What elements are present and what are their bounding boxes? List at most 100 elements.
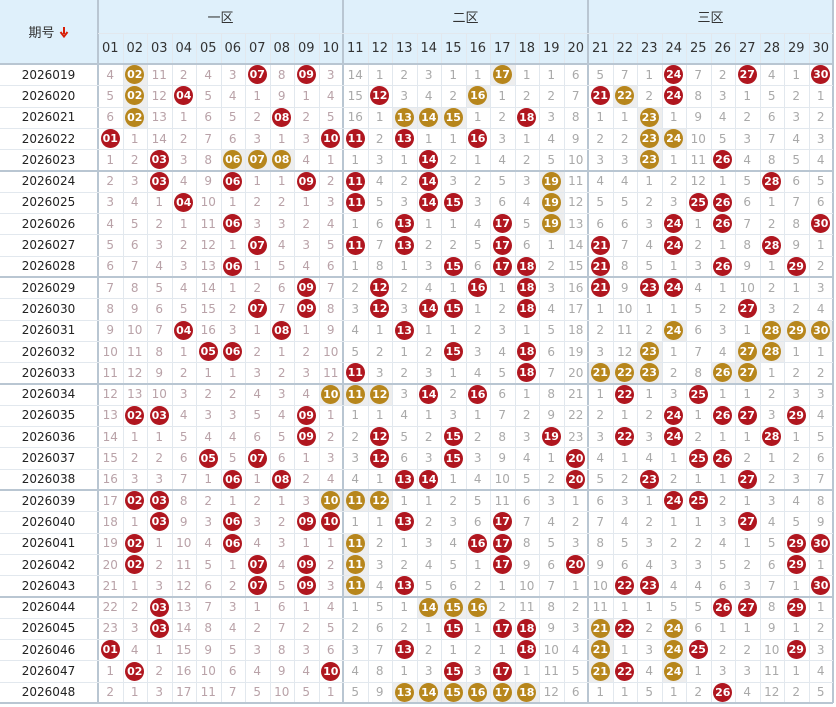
hit-cell: 26 — [711, 192, 736, 213]
miss-count: 7 — [767, 578, 776, 593]
number-ball: 27 — [737, 342, 757, 362]
column-line — [539, 33, 540, 703]
hit-cell: 24 — [662, 426, 687, 447]
miss-count: 5 — [498, 174, 507, 189]
miss-count: 9 — [743, 259, 752, 274]
miss-count: 5 — [547, 536, 556, 551]
miss-count: 3 — [498, 131, 507, 146]
miss-count: 1 — [179, 216, 188, 231]
number-ball: 06 — [223, 342, 243, 362]
miss-count: 7 — [522, 514, 531, 529]
miss-count: 4 — [767, 67, 776, 82]
miss-count: 3 — [473, 664, 482, 679]
miss-count: 1 — [620, 642, 629, 657]
miss-count: 4 — [130, 195, 139, 210]
hit-cell: 19 — [539, 426, 564, 447]
miss-count: 11 — [494, 493, 510, 508]
miss-count: 2 — [596, 131, 605, 146]
issue-number: 2026040 — [21, 514, 76, 529]
miss-count: 4 — [253, 387, 262, 402]
miss-count: 3 — [179, 259, 188, 274]
miss-count: 1 — [253, 259, 262, 274]
miss-count: 5 — [277, 259, 286, 274]
miss-count: 1 — [522, 131, 531, 146]
miss-count: 4 — [645, 451, 654, 466]
miss-count: 5 — [571, 664, 580, 679]
number-ball: 17 — [492, 65, 512, 85]
hit-cell: 21 — [588, 85, 613, 106]
miss-count: 11 — [617, 323, 633, 338]
hit-cell: 03 — [147, 149, 172, 170]
miss-count: 9 — [155, 365, 164, 380]
miss-count: 2 — [718, 642, 727, 657]
miss-count: 6 — [449, 578, 458, 593]
number-ball: 07 — [247, 299, 267, 319]
number-ball: 08 — [272, 107, 292, 127]
miss-count: 5 — [767, 536, 776, 551]
miss-count: 8 — [792, 216, 801, 231]
hit-cell: 12 — [367, 383, 392, 405]
miss-count: 4 — [816, 301, 825, 316]
hit-cell: 18 — [515, 362, 540, 383]
miss-count: 20 — [102, 557, 118, 572]
miss-count: 3 — [718, 88, 727, 103]
miss-count: 15 — [102, 451, 118, 466]
miss-count: 9 — [204, 174, 213, 189]
miss-count: 3 — [326, 578, 335, 593]
miss-count: 1 — [645, 301, 654, 316]
miss-count: 3 — [620, 152, 629, 167]
issue-number: 2026046 — [21, 642, 76, 657]
miss-count: 5 — [522, 472, 531, 487]
miss-count: 1 — [596, 685, 605, 700]
miss-count: 1 — [155, 429, 164, 444]
number-ball: 14 — [419, 299, 439, 319]
miss-count: 3 — [718, 323, 727, 338]
hit-cell: 13 — [392, 213, 417, 234]
hit-cell: 02 — [122, 106, 147, 128]
number-ball: 27 — [737, 405, 757, 425]
miss-count: 15 — [568, 259, 584, 274]
number-ball: 28 — [762, 427, 782, 447]
hit-cell: 30 — [809, 213, 834, 234]
number-ball: 13 — [394, 469, 414, 489]
miss-count: 3 — [669, 557, 678, 572]
miss-count: 4 — [473, 472, 482, 487]
number-ball: 03 — [149, 491, 169, 511]
miss-count: 5 — [253, 685, 262, 700]
miss-count: 4 — [351, 323, 360, 338]
hit-cell: 11 — [343, 362, 368, 383]
column-line — [490, 33, 491, 703]
number-ball: 28 — [762, 235, 782, 255]
miss-count: 8 — [498, 429, 507, 444]
number-ball: 06 — [223, 256, 243, 276]
miss-count: 11 — [102, 365, 118, 380]
column-line — [563, 33, 565, 703]
miss-count: 3 — [302, 131, 311, 146]
issue-header[interactable]: 期号 — [0, 0, 97, 63]
hit-cell: 16 — [466, 277, 491, 298]
number-ball: 09 — [296, 555, 316, 575]
miss-count: 2 — [669, 174, 678, 189]
hit-cell: 08 — [269, 149, 294, 171]
column-header: 18 — [514, 33, 539, 63]
miss-count: 8 — [375, 664, 384, 679]
column-line — [342, 0, 344, 703]
number-ball: 21 — [590, 256, 610, 276]
number-ball: 13 — [394, 576, 414, 596]
miss-count: 1 — [473, 301, 482, 316]
miss-count: 8 — [277, 67, 286, 82]
hit-cell: 22 — [613, 384, 638, 405]
miss-count: 5 — [645, 259, 654, 274]
column-header: 19 — [539, 33, 564, 63]
miss-count: 3 — [130, 174, 139, 189]
miss-count: 1 — [694, 216, 703, 231]
miss-count: 3 — [424, 664, 433, 679]
number-ball: 07 — [247, 235, 267, 255]
miss-count: 2 — [228, 387, 237, 402]
miss-count: 5 — [694, 301, 703, 316]
hit-cell: 10 — [319, 660, 344, 681]
miss-count: 2 — [743, 642, 752, 657]
miss-count: 9 — [375, 685, 384, 700]
number-ball: 29 — [786, 640, 806, 660]
row-line — [0, 340, 833, 342]
